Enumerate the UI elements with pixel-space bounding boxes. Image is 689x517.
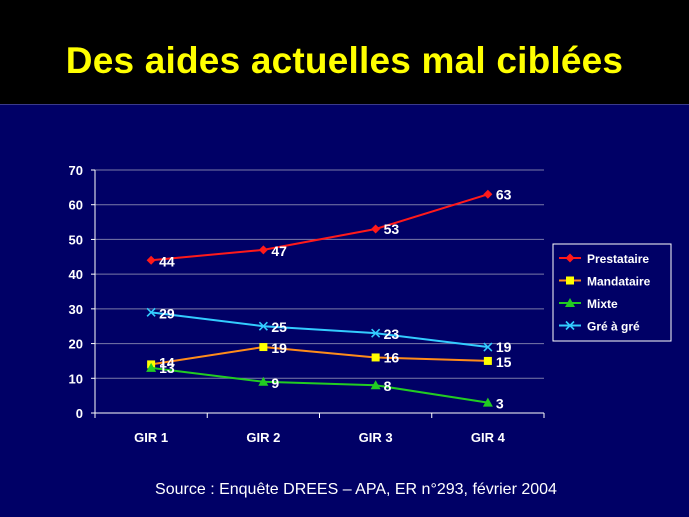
series-line-2 [151,366,489,404]
data-label: 19 [271,340,287,356]
data-label: 47 [271,243,287,259]
data-point [258,245,268,255]
data-point [482,397,493,407]
legend-marker [566,276,574,285]
data-label: 3 [496,396,504,412]
y-tick-label: 60 [69,198,83,213]
grid-layer [95,169,544,414]
legend: Prestataire Mandataire Mixte Gré à gré [552,243,672,342]
data-label: 23 [384,326,400,342]
data-label: 29 [159,305,175,321]
data-label-layer: 44 47 53 63 14 19 16 15 13 9 8 3 29 25 23 19 [159,186,512,411]
y-tick-label: 0 [76,406,83,421]
data-point [371,353,380,362]
y-tick-label: 70 [69,163,83,178]
data-label: 53 [384,221,400,237]
x-tick-label: GIR 1 [134,430,168,445]
y-tick-label: 10 [69,371,83,386]
data-label: 44 [159,253,175,269]
data-label: 14 [159,354,175,370]
data-label: 9 [271,375,279,391]
data-label: 19 [496,339,512,355]
data-point [146,362,157,372]
slide-panel [0,104,689,517]
x-tick-label: GIR 3 [359,430,393,445]
data-label: 8 [384,378,392,394]
legend-marker [565,320,575,331]
y-tick-label: 50 [69,232,83,247]
data-point [483,342,493,352]
data-point [370,380,381,390]
slide-title: Des aides actuelles mal ciblées [65,40,624,81]
legend-marker [565,253,575,263]
data-label: 16 [384,349,400,365]
data-label: 25 [271,319,287,335]
data-label: 13 [159,360,175,376]
data-point [371,328,381,338]
data-point [146,255,156,265]
legend-label: Gré à gré [587,320,640,334]
series-layer [146,189,493,407]
y-tick-label: 40 [69,267,83,282]
title-bar: Des aides actuelles mal ciblées [0,0,689,104]
axis-layer: 0 10 20 30 40 50 60 70 GIR 1 GIR 2 GIR 3 GIR 4 [69,163,545,445]
data-point [146,307,156,317]
legend-label: Mandataire [587,275,651,289]
series-line-1 [150,346,488,366]
data-point [259,343,268,352]
data-label: 63 [496,186,512,202]
y-tick-label: 20 [69,337,83,352]
data-point [371,224,381,234]
x-tick-label: GIR 2 [246,430,280,445]
data-point [483,356,492,365]
series-line-0 [151,193,489,262]
legend-label: Prestataire [587,252,649,266]
data-point [483,189,493,199]
data-point [258,321,268,331]
legend-label: Mixte [587,297,618,311]
series-line-3 [151,311,488,349]
x-tick-label: GIR 4 [471,430,506,445]
data-label: 15 [496,354,512,370]
legend-box [552,243,672,342]
data-point [258,376,269,386]
source-note: Source : Enquête DREES – APA, ER n°293, … [155,481,557,498]
y-tick-label: 30 [69,302,83,317]
legend-marker [565,298,575,307]
